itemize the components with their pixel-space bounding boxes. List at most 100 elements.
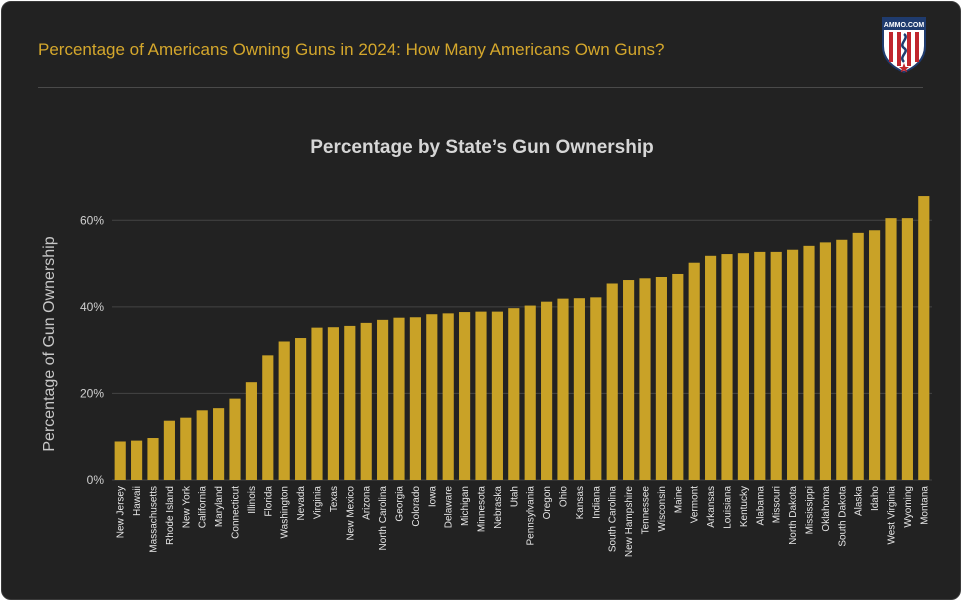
x-tick-label: Kansas — [575, 486, 586, 519]
bar-georgia — [393, 317, 405, 480]
x-tick-label: Nebraska — [493, 486, 504, 529]
bar-michigan — [459, 312, 471, 480]
bar-minnesota — [475, 311, 487, 480]
y-tick-label: 20% — [80, 386, 104, 400]
x-tick-label: Kentucky — [739, 486, 750, 527]
y-tick-label: 60% — [80, 213, 104, 227]
x-tick-label: Vermont — [690, 486, 701, 523]
x-tick-label: Texas — [329, 486, 340, 512]
bar-iowa — [426, 314, 438, 480]
x-tick-label: Rhode Island — [165, 486, 176, 545]
x-tick-label: North Carolina — [378, 486, 389, 551]
bar-new-mexico — [344, 325, 356, 480]
header-divider — [38, 87, 923, 88]
bar-alabama — [754, 251, 766, 480]
bar-west-virginia — [885, 218, 897, 480]
x-tick-label: Virginia — [313, 486, 324, 520]
x-tick-label: North Dakota — [788, 486, 799, 545]
bar-north-dakota — [787, 249, 799, 480]
x-tick-label: Nevada — [296, 486, 307, 521]
x-tick-label: Colorado — [411, 486, 422, 527]
x-tick-label: Florida — [263, 486, 274, 517]
bar-utah — [508, 308, 520, 480]
x-tick-label: Ohio — [559, 486, 570, 508]
x-tick-label: Idaho — [870, 486, 881, 511]
bar-massachusetts — [147, 438, 159, 480]
bar-pennsylvania — [524, 305, 536, 480]
y-axis-label: Percentage of Gun Ownership — [41, 236, 58, 451]
x-tick-label: Missouri — [772, 486, 783, 523]
x-tick-label: Arkansas — [706, 486, 717, 528]
bar-new-york — [180, 417, 192, 480]
x-tick-label: Tennessee — [641, 486, 652, 535]
bar-colorado — [409, 317, 421, 480]
logo-text: AMMO.COM — [884, 22, 925, 29]
x-tick-label: Hawaii — [132, 486, 143, 516]
x-tick-labels: New Jersey Hawaii Massachusetts Rhode Islan… — [116, 485, 931, 557]
x-tick-label: New Hampshire — [624, 486, 635, 558]
y-tick-label: 40% — [80, 300, 104, 314]
bar-missouri — [770, 251, 782, 480]
x-tick-label: Georgia — [395, 486, 406, 522]
bar-idaho — [869, 230, 881, 480]
x-tick-label: Minnesota — [477, 486, 488, 533]
bar-south-carolina — [606, 283, 618, 480]
bars — [114, 196, 930, 481]
page-title: Percentage of Americans Owning Guns in 2… — [38, 40, 665, 59]
bar-arkansas — [705, 255, 717, 480]
bar-rhode-island — [163, 420, 175, 480]
bar-virginia — [311, 327, 323, 480]
x-tick-label: Montana — [919, 486, 930, 525]
bar-new-hampshire — [623, 280, 635, 480]
x-tick-label: Indiana — [591, 486, 602, 519]
bar-alaska — [852, 232, 864, 480]
bar-new-jersey — [114, 441, 126, 480]
bar-maryland — [213, 408, 225, 480]
bar-california — [196, 410, 208, 480]
bar-delaware — [442, 313, 454, 480]
x-tick-label: Illinois — [247, 486, 258, 514]
x-tick-label: Wisconsin — [657, 486, 668, 532]
x-tick-label: Delaware — [444, 486, 455, 529]
bar-hawaii — [131, 440, 143, 480]
ammo-logo: AMMO.COM — [882, 17, 926, 74]
x-tick-label: West Virginia — [887, 486, 898, 545]
bar-mississippi — [803, 245, 815, 480]
bar-ohio — [557, 298, 569, 480]
x-tick-label: Maryland — [214, 486, 225, 527]
bar-oregon — [541, 301, 553, 480]
bar-maine — [672, 273, 684, 480]
bar-arizona — [360, 322, 372, 480]
x-tick-label: California — [198, 486, 209, 529]
bar-indiana — [590, 297, 602, 480]
bar-vermont — [688, 262, 700, 480]
x-tick-label: Washington — [280, 486, 291, 538]
bar-louisiana — [721, 254, 733, 480]
bar-texas — [327, 327, 339, 480]
bar-wisconsin — [655, 277, 667, 480]
bar-wyoming — [901, 218, 913, 480]
bar-south-dakota — [836, 239, 848, 480]
x-tick-label: South Carolina — [608, 486, 619, 553]
bar-nevada — [295, 338, 307, 480]
bar-north-carolina — [377, 319, 389, 480]
x-tick-label: Oklahoma — [821, 486, 832, 532]
x-tick-label: Louisiana — [723, 486, 734, 529]
bar-florida — [262, 355, 274, 480]
x-tick-label: South Dakota — [837, 486, 848, 547]
bar-connecticut — [229, 398, 241, 480]
x-tick-label: Utah — [509, 486, 520, 507]
x-tick-label: New York — [181, 485, 192, 528]
bar-montana — [918, 196, 930, 481]
x-tick-label: Alaska — [854, 486, 865, 516]
x-tick-label: Oregon — [542, 486, 553, 519]
x-tick-label: Pennsylvania — [526, 486, 537, 546]
bar-kansas — [573, 298, 585, 480]
x-tick-label: Maine — [673, 486, 684, 514]
x-tick-label: Iowa — [427, 486, 438, 508]
x-tick-label: Alabama — [755, 486, 766, 526]
x-tick-label: Michigan — [460, 486, 471, 526]
bar-oklahoma — [819, 242, 831, 480]
